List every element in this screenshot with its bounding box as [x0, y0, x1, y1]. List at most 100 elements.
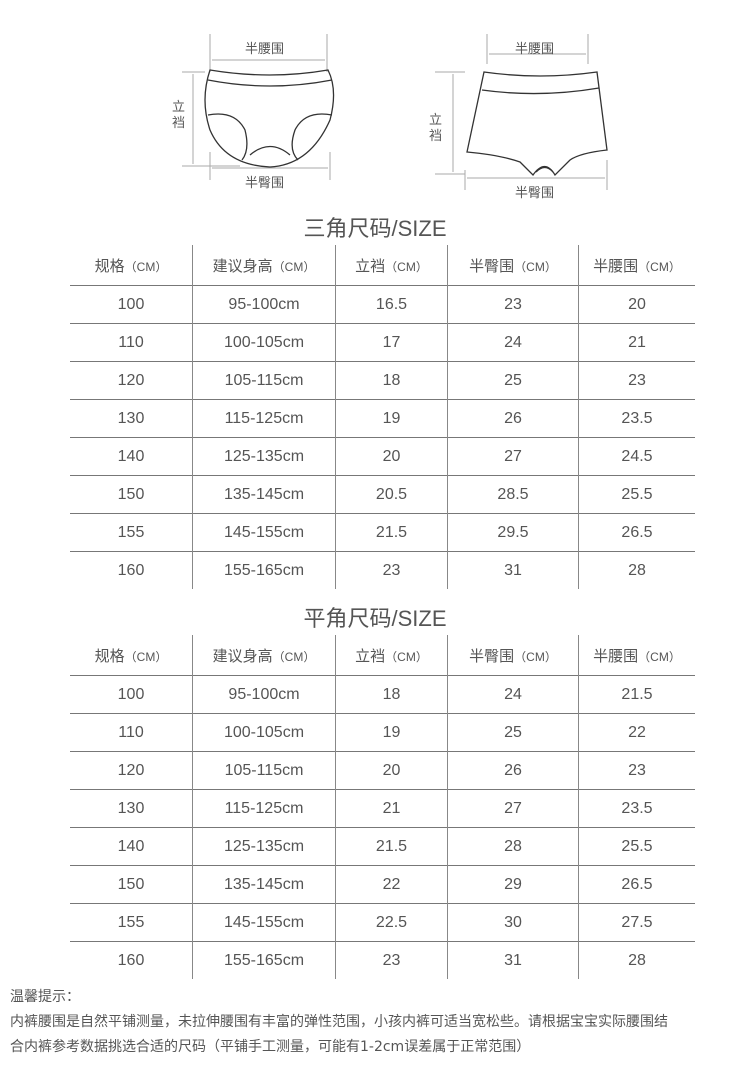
table-cell: 24.5	[578, 437, 695, 476]
tips-heading: 温馨提示：	[10, 989, 80, 1005]
table-cell: 23.5	[578, 399, 695, 438]
header-unit: （CM）	[272, 649, 316, 664]
boxers-rise-label: 立裆	[429, 113, 443, 144]
table-cell: 115-125cm	[192, 399, 336, 438]
table-cell: 16.5	[335, 285, 448, 324]
boxers-waist-label: 半腰围	[515, 42, 555, 57]
column-header: 建议身高（CM）	[192, 245, 336, 286]
header-row: 规格（CM） 建议身高（CM） 立裆（CM） 半臀围（CM） 半腰围（CM）	[70, 635, 695, 676]
table-cell: 125-135cm	[192, 437, 336, 476]
header-unit: （CM）	[124, 259, 168, 274]
table-cell: 25	[447, 713, 579, 752]
table-cell: 22.5	[335, 903, 448, 942]
table-cell: 100	[70, 285, 193, 324]
header-unit: （CM）	[638, 259, 681, 274]
table-cell: 30	[447, 903, 579, 942]
briefs-waist-label: 半腰围	[245, 42, 285, 57]
table-cell: 115-125cm	[192, 789, 336, 828]
table-cell: 155	[70, 903, 193, 942]
table-cell: 23	[578, 751, 695, 790]
table-cell: 140	[70, 827, 193, 866]
header-text: 半腰围	[593, 257, 639, 275]
header-unit: （CM）	[638, 649, 681, 664]
table-cell: 150	[70, 865, 193, 904]
table-cell: 23	[335, 941, 448, 979]
table-cell: 24	[447, 675, 579, 714]
column-header: 半臀围（CM）	[447, 245, 579, 286]
table-cell: 130	[70, 399, 193, 438]
table-cell: 130	[70, 789, 193, 828]
column-header: 半腰围（CM）	[578, 245, 695, 286]
table-cell: 21	[578, 323, 695, 362]
table-cell: 19	[335, 713, 448, 752]
table-row: 150 135-145cm 22 29 26.5	[70, 865, 695, 904]
header-text: 半臀围	[469, 257, 515, 275]
table-cell: 28.5	[447, 475, 579, 514]
table-cell: 18	[335, 361, 448, 400]
table-row: 140 125-135cm 20 27 24.5	[70, 437, 695, 476]
table-row: 155 145-155cm 22.5 30 27.5	[70, 903, 695, 942]
boxers-size-table: 规格（CM） 建议身高（CM） 立裆（CM） 半臀围（CM） 半腰围（CM） 100 95-…	[70, 635, 695, 979]
table-cell: 27	[447, 437, 579, 476]
tips-line-1: 内裤腰围是自然平铺测量，未拉伸腰围有丰富的弹性范围，小孩内裤可适当宽松些。请根据…	[10, 1014, 668, 1030]
tips-note: 温馨提示： 内裤腰围是自然平铺测量，未拉伸腰围有丰富的弹性范围，小孩内裤可适当宽…	[10, 985, 745, 1060]
table-cell: 140	[70, 437, 193, 476]
table-cell: 160	[70, 551, 193, 589]
table-cell: 27.5	[578, 903, 695, 942]
table-cell: 100	[70, 675, 193, 714]
table-cell: 23	[335, 551, 448, 589]
header-text: 规格	[94, 257, 125, 275]
table-row: 110 100-105cm 19 25 22	[70, 713, 695, 752]
column-header: 立裆（CM）	[335, 245, 448, 286]
table-cell: 26	[447, 399, 579, 438]
table-cell: 17	[335, 323, 448, 362]
table-row: 150 135-145cm 20.5 28.5 25.5	[70, 475, 695, 514]
header-unit: （CM）	[272, 259, 316, 274]
table-row: 160 155-165cm 23 31 28	[70, 551, 695, 589]
table-row: 110 100-105cm 17 24 21	[70, 323, 695, 362]
table-cell: 125-135cm	[192, 827, 336, 866]
table-cell: 105-115cm	[192, 361, 336, 400]
table-cell: 31	[447, 941, 579, 979]
table-cell: 28	[578, 941, 695, 979]
table-cell: 26	[447, 751, 579, 790]
header-unit: （CM）	[385, 649, 428, 664]
table-cell: 20.5	[335, 475, 448, 514]
boxers-diagram: 半腰围 立裆 半臀围	[420, 20, 620, 201]
table-cell: 20	[335, 437, 448, 476]
column-header: 建议身高（CM）	[192, 635, 336, 676]
header-unit: （CM）	[514, 259, 557, 274]
briefs-size-table: 规格（CM） 建议身高（CM） 立裆（CM） 半臀围（CM） 半腰围（CM） 100 95-…	[70, 245, 695, 589]
column-header: 半腰围（CM）	[578, 635, 695, 676]
table-cell: 29	[447, 865, 579, 904]
table-cell: 24	[447, 323, 579, 362]
table-row: 120 105-115cm 20 26 23	[70, 751, 695, 790]
header-text: 规格	[94, 647, 125, 665]
boxers-hip-label: 半臀围	[515, 186, 555, 201]
table-cell: 26.5	[578, 513, 695, 552]
table-cell: 110	[70, 713, 193, 752]
briefs-illustration	[182, 34, 335, 180]
table-cell: 150	[70, 475, 193, 514]
header-unit: （CM）	[514, 649, 557, 664]
table-row: 140 125-135cm 21.5 28 25.5	[70, 827, 695, 866]
briefs-diagram: 半腰围 立裆 半臀围	[160, 20, 360, 200]
table-cell: 21.5	[335, 827, 448, 866]
header-text: 半腰围	[593, 647, 639, 665]
table-cell: 25	[447, 361, 579, 400]
header-text: 建议身高	[212, 257, 273, 275]
header-unit: （CM）	[385, 259, 428, 274]
table-row: 100 95-100cm 18 24 21.5	[70, 675, 695, 714]
table-cell: 21.5	[578, 675, 695, 714]
column-header: 规格（CM）	[70, 245, 193, 286]
table-cell: 100-105cm	[192, 323, 336, 362]
header-text: 半臀围	[469, 647, 515, 665]
table-cell: 22	[335, 865, 448, 904]
table-cell: 100-105cm	[192, 713, 336, 752]
column-header: 规格（CM）	[70, 635, 193, 676]
table-cell: 155-165cm	[192, 551, 336, 589]
briefs-size-title: 三角尺码/SIZE	[303, 216, 447, 241]
header-text: 立裆	[355, 647, 386, 665]
table-row: 155 145-155cm 21.5 29.5 26.5	[70, 513, 695, 552]
